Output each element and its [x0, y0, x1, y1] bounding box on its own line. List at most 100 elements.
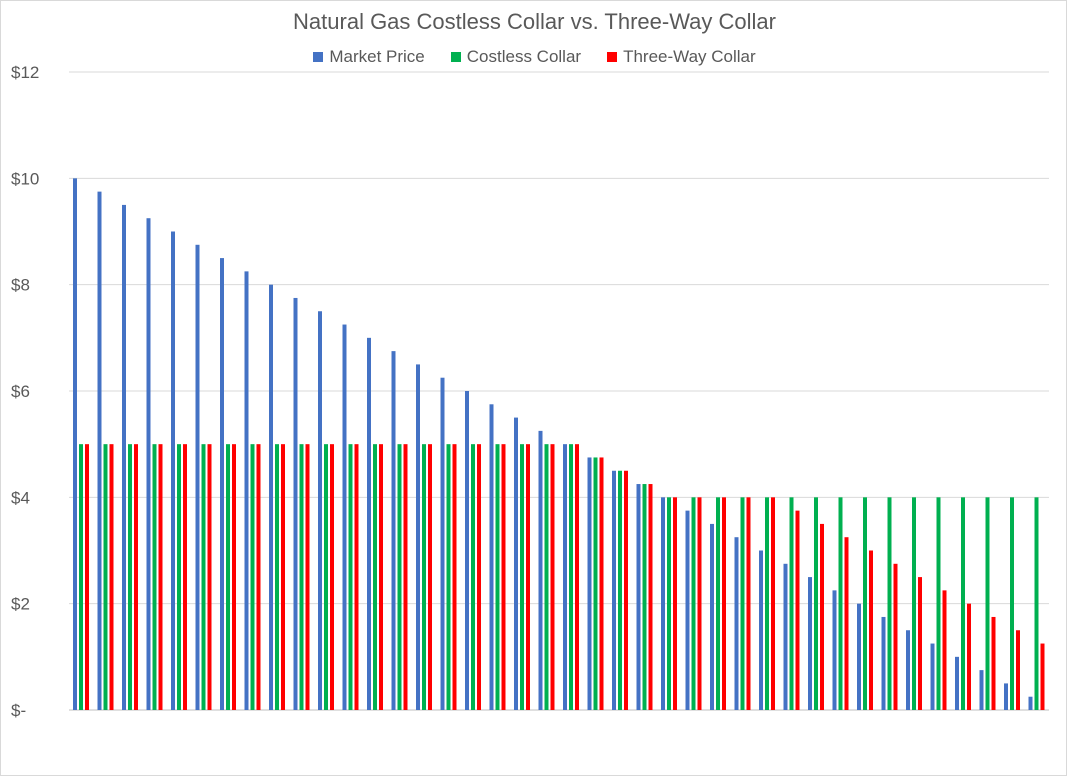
- bar-three-way-collar: [232, 444, 236, 710]
- chart-title: Natural Gas Costless Collar vs. Three-Wa…: [293, 9, 776, 34]
- bar-costless-collar: [789, 497, 794, 710]
- bar-three-way-collar: [477, 444, 481, 710]
- bar-costless-collar: [814, 497, 818, 710]
- bar-market-price: [538, 430, 543, 710]
- y-tick-label: $4: [11, 488, 30, 507]
- bar-three-way-collar: [673, 497, 677, 710]
- legend-swatch-costless-collar: [450, 52, 461, 62]
- bar-costless-collar: [373, 444, 377, 710]
- bar-market-price: [808, 577, 812, 710]
- bar-costless-collar: [838, 497, 843, 710]
- legend-item-three-way-collar: Three-Way Collar: [607, 47, 756, 67]
- bar-costless-collar: [691, 497, 696, 710]
- bar-three-way-collar: [746, 497, 751, 710]
- bar-market-price: [783, 563, 788, 710]
- bar-three-way-collar: [1016, 630, 1020, 710]
- bar-market-price: [269, 284, 273, 710]
- bar-market-price: [244, 271, 249, 710]
- bar-costless-collar: [495, 444, 500, 710]
- bar-market-price: [832, 590, 837, 710]
- bar-market-price: [661, 497, 665, 710]
- bar-market-price: [1004, 683, 1008, 710]
- y-tick-label: $-: [11, 701, 26, 720]
- bar-costless-collar: [667, 497, 671, 710]
- bar-market-price: [122, 204, 126, 710]
- legend-item-costless-collar: Costless Collar: [450, 47, 582, 67]
- y-tick-label: $12: [11, 63, 39, 82]
- bar-market-price: [587, 457, 592, 710]
- bar-market-price: [465, 391, 469, 710]
- bar-market-price: [1028, 696, 1033, 710]
- bar-three-way-collar: [575, 444, 579, 710]
- bar-three-way-collar: [844, 537, 849, 710]
- bar-costless-collar: [912, 497, 916, 710]
- legend-label: Market Price: [329, 47, 425, 66]
- bar-three-way-collar: [134, 444, 138, 710]
- bar-three-way-collar: [1040, 643, 1045, 710]
- bar-three-way-collar: [991, 616, 996, 710]
- bar-market-price: [342, 324, 347, 710]
- bar-three-way-collar: [820, 523, 824, 710]
- bar-costless-collar: [422, 444, 426, 710]
- bar-costless-collar: [936, 497, 941, 710]
- bar-three-way-collar: [281, 444, 285, 710]
- bar-costless-collar: [250, 444, 255, 710]
- bar-market-price: [759, 550, 763, 710]
- y-tick-label: $2: [11, 595, 30, 614]
- bar-costless-collar: [397, 444, 402, 710]
- bar-costless-collar: [152, 444, 157, 710]
- bar-market-price: [146, 218, 151, 711]
- y-tick-label: $6: [11, 382, 30, 401]
- bar-costless-collar: [1010, 497, 1014, 710]
- bar-market-price: [906, 630, 910, 710]
- bar-market-price: [636, 484, 641, 710]
- bar-three-way-collar: [648, 484, 653, 710]
- bar-market-price: [930, 643, 935, 710]
- bar-costless-collar: [716, 497, 720, 710]
- bar-costless-collar: [226, 444, 230, 710]
- bar-costless-collar: [446, 444, 451, 710]
- bar-three-way-collar: [452, 444, 457, 710]
- bar-costless-collar: [103, 444, 108, 710]
- bar-market-price: [514, 417, 518, 710]
- bar-costless-collar: [177, 444, 181, 710]
- bar-three-way-collar: [722, 497, 726, 710]
- bar-three-way-collar: [869, 550, 873, 710]
- bar-three-way-collar: [624, 470, 628, 710]
- bar-market-price: [318, 311, 322, 710]
- legend-label: Costless Collar: [466, 47, 582, 66]
- bar-three-way-collar: [550, 444, 555, 710]
- bar-costless-collar: [740, 497, 745, 710]
- bar-market-price: [171, 231, 175, 710]
- y-tick-label: $10: [11, 169, 39, 188]
- y-tick-label: $8: [11, 276, 30, 295]
- bar-three-way-collar: [207, 444, 212, 710]
- bar-market-price: [293, 297, 298, 710]
- bar-market-price: [979, 670, 984, 710]
- bar-costless-collar: [765, 497, 769, 710]
- bar-costless-collar: [128, 444, 132, 710]
- bar-three-way-collar: [354, 444, 359, 710]
- bar-three-way-collar: [158, 444, 163, 710]
- bar-three-way-collar: [379, 444, 383, 710]
- bar-market-price: [685, 510, 690, 710]
- bar-three-way-collar: [109, 444, 114, 710]
- bar-costless-collar: [863, 497, 867, 710]
- bar-costless-collar: [887, 497, 892, 710]
- bar-market-price: [195, 244, 200, 710]
- bar-market-price: [489, 404, 494, 710]
- bar-market-price: [563, 444, 567, 710]
- legend-swatch-three-way-collar: [607, 52, 618, 62]
- bar-costless-collar: [544, 444, 549, 710]
- legend-item-market-price: Market Price: [313, 47, 425, 67]
- bar-three-way-collar: [967, 603, 971, 710]
- bar-three-way-collar: [305, 444, 310, 710]
- bar-market-price: [612, 470, 616, 710]
- bar-market-price: [857, 603, 861, 710]
- bar-market-price: [367, 337, 371, 710]
- bar-three-way-collar: [918, 577, 922, 710]
- bar-market-price: [955, 656, 959, 710]
- bar-costless-collar: [520, 444, 524, 710]
- bar-three-way-collar: [942, 590, 947, 710]
